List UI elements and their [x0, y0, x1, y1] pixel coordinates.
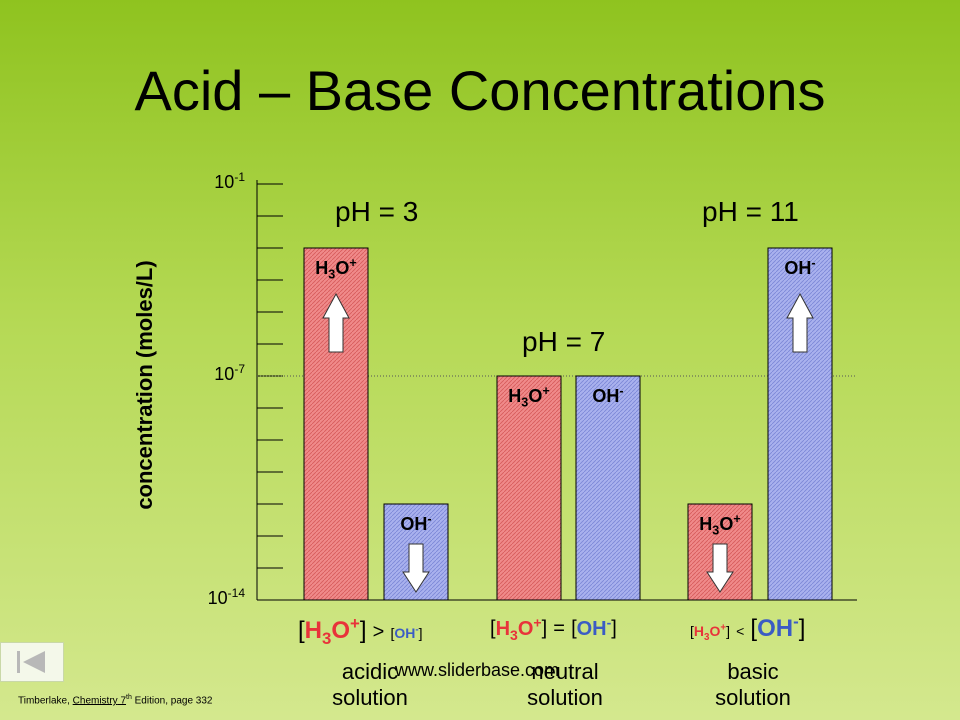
- y-tick-label: 10-14: [207, 586, 245, 608]
- y-axis-label: concentration (moles/L): [132, 260, 157, 510]
- bar-label: OH-: [784, 256, 816, 278]
- category-label: acidic solution: [332, 659, 408, 710]
- bar-oh-1: [575, 375, 641, 601]
- y-tick-label: 10-7: [214, 362, 245, 384]
- back-button[interactable]: [0, 642, 64, 682]
- concentration-equation: [H3O+] > [OH-]: [298, 614, 423, 648]
- arrow-up-icon: [322, 292, 350, 353]
- concentration-equation: [H3O+] < [OH-]: [690, 612, 806, 643]
- y-tick-label: 10-1: [214, 170, 245, 192]
- bar-h3o-1: [496, 375, 562, 601]
- category-label: basic solution: [715, 659, 791, 710]
- page-title: Acid – Base Concentrations: [134, 59, 826, 122]
- ph-label: pH = 7: [522, 326, 606, 357]
- arrow-up-icon: [786, 292, 814, 353]
- watermark: www.sliderbase.com: [395, 660, 560, 680]
- citation: Timberlake, Chemistry 7th Edition, page …: [18, 694, 213, 707]
- bar-label: OH-: [400, 512, 432, 534]
- bar-label: H3O+: [508, 384, 550, 410]
- concentration-equation: [H3O+] = [OH-]: [490, 614, 617, 643]
- bar-label: H3O+: [315, 256, 357, 282]
- bar-label: OH-: [592, 384, 624, 406]
- arrow-down-icon: [706, 543, 734, 593]
- category-label: neutral solution: [527, 659, 603, 710]
- bar-label: H3O+: [699, 512, 741, 538]
- ph-label: pH = 3: [335, 196, 419, 227]
- previous-icon: [17, 651, 45, 673]
- arrow-down-icon: [402, 543, 430, 593]
- ph-label: pH = 11: [702, 196, 799, 227]
